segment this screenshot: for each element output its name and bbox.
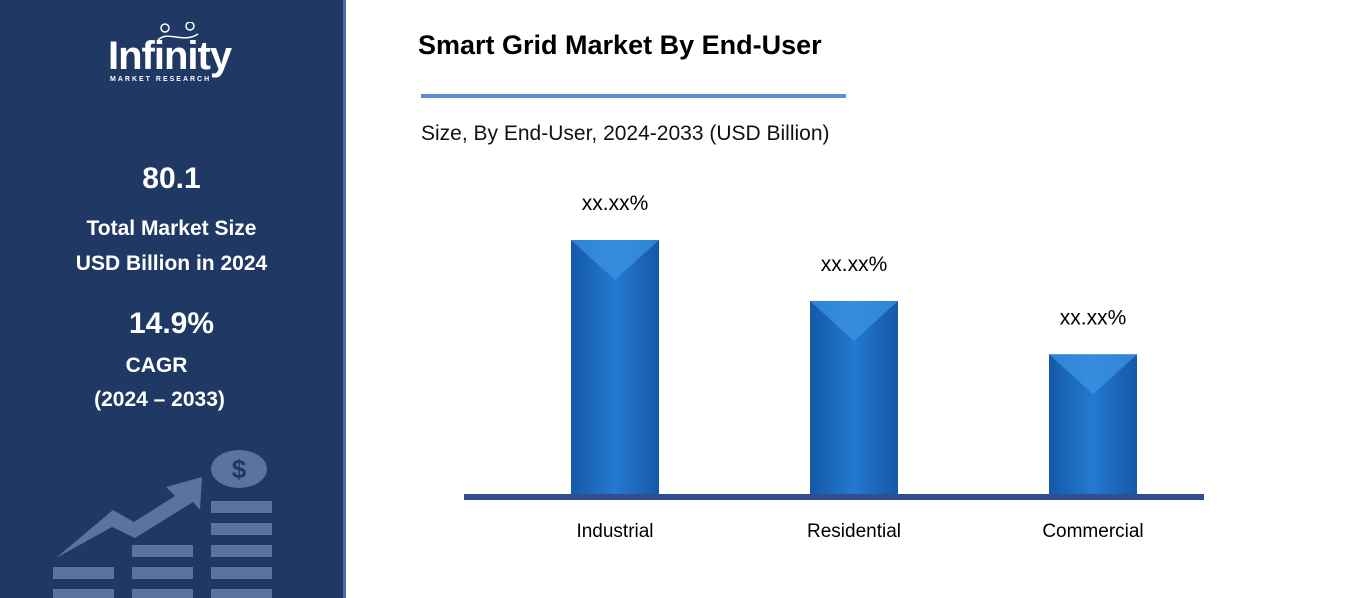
infinity-logo: Infinity MARKET RESEARCH: [108, 22, 243, 88]
cagr-label: CAGR: [125, 354, 188, 377]
logo-wordmark: Infinity: [108, 34, 232, 78]
x-axis-line: [464, 494, 1204, 500]
x-tick-label: Commercial: [1042, 521, 1143, 542]
sidebar: Infinity MARKET RESEARCH 80.1 Total Mark…: [0, 0, 346, 598]
chart-subtitle: Size, By End-User, 2024-2033 (USD Billio…: [421, 122, 830, 145]
dollar-coin-icon: [211, 450, 267, 488]
data-label: xx.xx%: [821, 253, 888, 276]
bar-highlight: [810, 300, 898, 341]
svg-text:$: $: [232, 454, 247, 484]
x-tick-label: Industrial: [576, 521, 653, 542]
data-label: xx.xx%: [582, 192, 649, 215]
bar-highlight: [1049, 354, 1137, 395]
title-underline: [421, 94, 846, 98]
growth-arrow-icon: [56, 477, 202, 558]
logo-tagline: MARKET RESEARCH: [110, 76, 212, 83]
logo-people-icon: [157, 22, 199, 41]
cagr-value: 14.9%: [128, 307, 215, 340]
market-size-value: 80.1: [142, 162, 201, 195]
bar-stack-icon: [53, 501, 272, 598]
market-size-label: Total Market Size: [86, 217, 257, 240]
market-size-unit: USD Billion in 2024: [75, 252, 268, 275]
bar-highlight: [571, 240, 659, 280]
x-tick-label: Residential: [807, 521, 901, 542]
cagr-period: (2024 – 2033): [94, 388, 225, 411]
chart-title: Smart Grid Market By End-User: [418, 30, 822, 60]
growth-illustration: $: [53, 450, 272, 598]
bar-industrial: [571, 240, 659, 494]
data-label: xx.xx%: [1060, 306, 1127, 329]
